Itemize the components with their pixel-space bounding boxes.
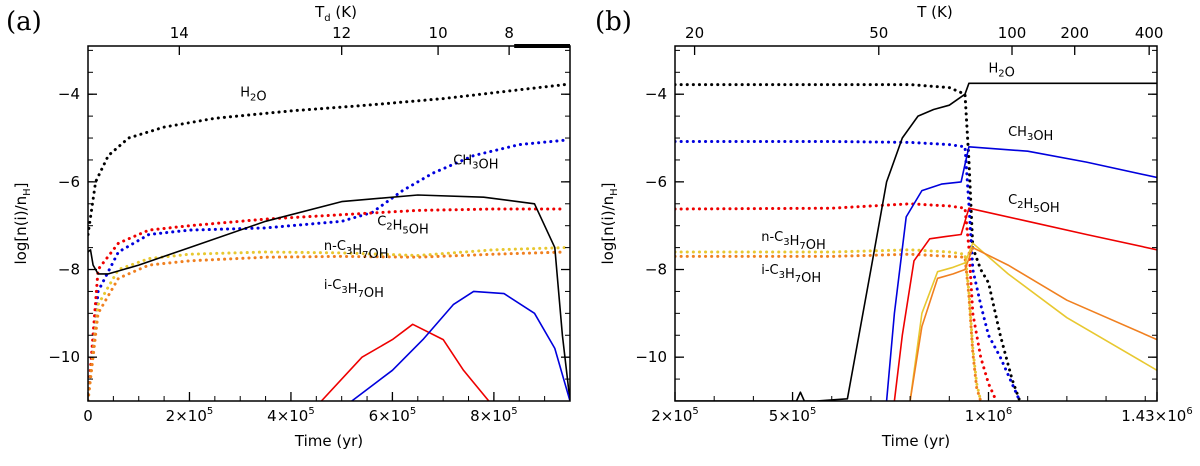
series-annotation: H2O — [988, 61, 1014, 80]
top-tick-label: 400 — [1135, 24, 1164, 42]
x-tick-label: 0 — [83, 407, 93, 425]
y-tick-label: −8 — [645, 261, 667, 279]
y-tick-label: −6 — [645, 173, 667, 191]
series-line-h2o-gas — [88, 194, 570, 401]
x-tick-label: 2×105 — [166, 406, 214, 425]
series-line-h2o-ice — [675, 83, 1022, 401]
series-line-c2h5oh-ice — [675, 202, 998, 401]
panel-label: (a) — [6, 7, 42, 37]
x-tick-label: 8×105 — [470, 406, 518, 425]
y-tick-label: −8 — [58, 261, 80, 279]
series-group — [88, 83, 570, 401]
series-line-n-c3h7oh-ice — [675, 248, 983, 401]
top-axis-label: T (K) — [916, 3, 952, 21]
x-tick-label: 2×105 — [651, 406, 699, 425]
series-annotation: i-C3H7OH — [324, 278, 384, 301]
series-line-ch3oh-ice — [88, 138, 567, 401]
y-tick-label: −10 — [635, 348, 667, 366]
y-tick-label: −6 — [58, 173, 80, 191]
series-annotation: C2H5OH — [377, 215, 429, 238]
series-annotation: n-C3H7OH — [324, 239, 389, 262]
series-annotation: i-C3H7OH — [761, 263, 821, 286]
series-annotation: CH3OH — [453, 153, 498, 172]
x-tick-label: 6×105 — [369, 406, 417, 425]
series-line-n-c3h7oh-ice — [88, 246, 567, 401]
top-tick-label: 10 — [429, 24, 448, 42]
series-line-ch3oh-ice — [675, 140, 1022, 401]
series-line-c2h5oh-gas — [320, 323, 490, 401]
panel-label: (b) — [595, 7, 632, 37]
series-line-h2o-ice — [88, 83, 567, 236]
top-tick-label: 12 — [332, 24, 351, 42]
y-tick-label: −10 — [48, 348, 80, 366]
x-tick-label: 1×106 — [965, 406, 1013, 425]
top-axis-label: Td (K) — [314, 3, 357, 24]
top-tick-label: 8 — [504, 24, 514, 42]
series-line-n-c3h7oh-gas — [909, 242, 1157, 401]
series-line-h2o-gas — [675, 82, 1157, 401]
x-axis-label: Time (yr) — [294, 432, 363, 450]
top-tick-label: 14 — [170, 24, 189, 42]
x-tick-label: 1.43×106 — [1121, 406, 1192, 425]
series-annotation: n-C3H7OH — [761, 230, 826, 253]
series-annotation: H2O — [240, 85, 266, 104]
series-line-c2h5oh-gas — [893, 207, 1157, 401]
top-tick-label: 100 — [998, 24, 1027, 42]
x-tick-label: 5×105 — [769, 406, 817, 425]
series-line-c2h5oh-ice — [88, 207, 567, 401]
panel-a: (a) 0 2×105 4×105 6×105 8×105 −4 −6 −8 −10 14 12 10 8… — [6, 3, 571, 450]
series-group — [675, 82, 1157, 401]
series-line-i-c3h7oh-ice — [675, 252, 983, 401]
top-axis-bar — [514, 44, 570, 48]
top-tick-label: 50 — [869, 24, 888, 42]
panel-b: (b) 2×105 5×105 1×106 1.43×106 −4 −6 −8 −10 20 50 1… — [595, 3, 1193, 450]
top-tick-label: 200 — [1060, 24, 1089, 42]
plot-frame — [674, 45, 1158, 402]
x-axis-label: Time (yr) — [881, 432, 950, 450]
top-tick-label: 20 — [685, 24, 704, 42]
series-line-i-c3h7oh-ice — [88, 250, 567, 401]
y-tick-label: −4 — [58, 85, 80, 103]
x-tick-label: 4×105 — [267, 406, 315, 425]
y-tick-label: −4 — [645, 85, 667, 103]
plot-frame — [87, 45, 571, 402]
series-line-ch3oh-gas — [885, 146, 1157, 401]
series-annotation: CH3OH — [1008, 125, 1053, 144]
y-axis-label: log[n(i)/nH] — [599, 182, 620, 264]
series-annotation: C2H5OH — [1008, 193, 1060, 216]
series-line-ch3oh-gas — [351, 290, 570, 401]
series-line-i-c3h7oh-gas — [909, 246, 1157, 401]
y-axis-label: log[n(i)/nH] — [12, 182, 33, 264]
